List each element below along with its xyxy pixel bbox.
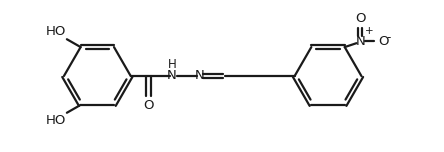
Text: O: O xyxy=(355,12,366,24)
Text: N: N xyxy=(194,69,204,81)
Text: N: N xyxy=(167,69,177,81)
Text: -: - xyxy=(386,31,390,44)
Text: N: N xyxy=(356,35,365,48)
Text: HO: HO xyxy=(46,114,66,127)
Text: HO: HO xyxy=(46,25,66,38)
Text: O: O xyxy=(378,35,388,48)
Text: O: O xyxy=(143,99,154,112)
Text: +: + xyxy=(365,26,374,36)
Text: H: H xyxy=(167,58,176,71)
